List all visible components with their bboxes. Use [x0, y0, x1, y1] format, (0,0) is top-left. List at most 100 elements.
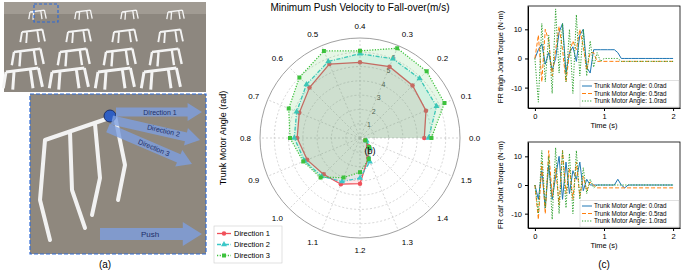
robot-limb	[49, 68, 88, 90]
angle-tick-label: 0.3	[402, 30, 414, 39]
legend-label: Direction 1	[234, 229, 270, 238]
legend-box	[214, 226, 282, 263]
axis-title: Trunk Motor Angle (rad)	[218, 91, 228, 186]
line-chart: 012-10010FR thigh Joint Torque (N·m)Time…	[496, 6, 681, 130]
x-axis: 0 1 2	[529, 228, 681, 241]
series-marker	[319, 175, 323, 179]
y-axis: -10 0 10	[511, 7, 528, 109]
angle-tick-label: 0.7	[248, 92, 260, 101]
series-marker	[425, 69, 429, 73]
robot-figure	[104, 49, 136, 67]
series-marker	[395, 46, 399, 50]
robot-figure	[121, 10, 138, 20]
y-tick-mark	[525, 29, 528, 30]
robot-figure	[150, 49, 182, 67]
plot-data	[535, 148, 673, 220]
legend-marker	[222, 231, 227, 236]
y-tick-label: -10	[511, 84, 522, 93]
series-marker	[367, 157, 371, 161]
series-line	[535, 148, 673, 220]
angle-tick-label: 0.1	[461, 92, 473, 101]
x-tick: 2	[672, 108, 676, 121]
panel-label: (b)	[365, 146, 376, 156]
robot-limb	[141, 68, 180, 90]
grid-spoke	[360, 138, 398, 230]
x-tick-label: 0	[533, 232, 537, 241]
y-tick-mark	[525, 58, 528, 59]
angle-tick-label: 1.5	[461, 176, 473, 185]
x-tick-mark	[673, 108, 674, 111]
highlight-box	[34, 4, 58, 22]
legend-label: Direction 2	[234, 240, 270, 249]
robot-limb	[150, 49, 182, 67]
legend-label: Trunk Motor Angle: 1.0rad	[594, 217, 667, 225]
push-arrow	[116, 103, 202, 121]
robot-figure	[167, 10, 184, 20]
x-tick-mark	[535, 108, 536, 111]
axis-title: Time (s)	[590, 121, 618, 130]
series-marker	[429, 136, 433, 140]
robot-figure	[112, 29, 137, 43]
arrow-label: Push	[141, 230, 159, 239]
y-tick: -10	[511, 84, 528, 93]
legend-swatch	[582, 86, 592, 87]
series-marker	[363, 138, 368, 143]
y-tick: 10	[514, 25, 528, 34]
angle-tick-label: 0.6	[272, 54, 284, 63]
robot-figure	[66, 29, 91, 43]
polar-data	[287, 46, 447, 186]
series-marker	[297, 75, 301, 79]
robot-figure	[75, 10, 92, 20]
legend-swatch	[582, 206, 592, 207]
angle-tick-label: 1.0	[272, 214, 284, 223]
y-tick-label: 10	[514, 152, 522, 161]
y-tick-label: 10	[514, 25, 522, 34]
y-tick: 0	[518, 54, 528, 63]
angle-tick-label: 1.1	[307, 238, 319, 247]
series-line	[289, 48, 445, 177]
panel-label: (a)	[99, 259, 111, 270]
series-marker	[288, 136, 292, 140]
angle-tick-label: 0.9	[248, 176, 260, 185]
robot-limb	[58, 49, 90, 67]
robot-limb	[112, 29, 137, 43]
series-marker	[364, 137, 370, 142]
angle-tick-label: 0.8	[240, 134, 252, 143]
photo-background	[4, 2, 206, 92]
panel-label: (c)	[598, 259, 610, 270]
x-tick-label: 2	[672, 112, 676, 121]
angle-tick-label: 0.5	[307, 30, 319, 39]
y-tick-mark	[525, 156, 528, 157]
legend-swatch	[582, 221, 592, 222]
plot-frame	[528, 6, 680, 108]
legend-label: Trunk Motor Angle: 1.0rad	[594, 97, 667, 105]
legend-label: Direction 3	[234, 251, 270, 260]
grid-spoke	[360, 138, 431, 209]
x-tick-label: 1	[602, 232, 606, 241]
arrow-label: Direction 3	[137, 138, 171, 158]
robot-limb	[95, 68, 134, 90]
series-marker	[287, 106, 291, 110]
plot-data	[535, 9, 673, 102]
polar-frame	[260, 38, 460, 238]
legend-marker	[221, 241, 227, 246]
robot-figure	[12, 49, 44, 67]
angle-tick-label: 0.0	[469, 134, 481, 143]
legend: Trunk Motor Angle: 0.0radTrunk Motor Ang…	[580, 81, 679, 108]
series-line	[535, 26, 673, 81]
robot-figure	[29, 10, 46, 20]
legend-swatch	[582, 213, 592, 214]
x-axis: 012	[529, 108, 681, 121]
legend-marker	[222, 254, 226, 258]
robot-figure	[49, 68, 88, 90]
line-chart: 012-10010FR calf Joint Torque (N·m)Time …	[496, 141, 681, 250]
robot-limb	[12, 49, 44, 67]
angle-tick-label: 1.3	[402, 238, 414, 247]
photo-panel: Direction 1Direction 2Direction 3Push	[3, 2, 206, 254]
series-line	[535, 156, 673, 208]
series-marker	[442, 101, 446, 105]
x-tick-label: 2	[672, 232, 676, 241]
robot-figure	[3, 68, 42, 90]
plot-frame	[528, 142, 680, 228]
y-tick: 10	[514, 152, 528, 161]
